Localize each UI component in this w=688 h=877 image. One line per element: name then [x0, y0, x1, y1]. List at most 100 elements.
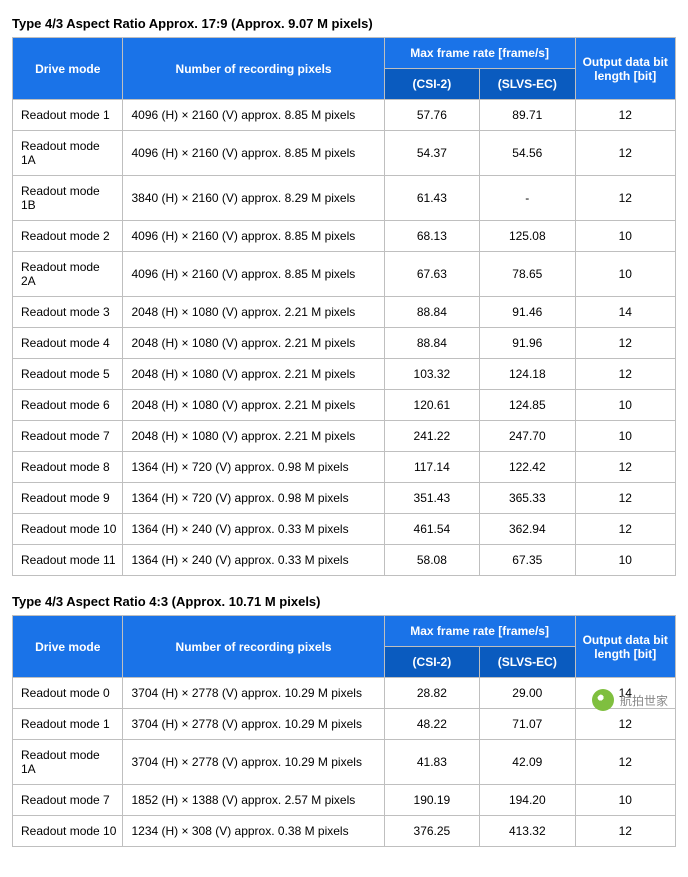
cell-slvs-ec: 91.46 — [480, 297, 575, 328]
cell-bit-length: 12 — [575, 359, 675, 390]
cell-drive-mode: Readout mode 8 — [13, 452, 123, 483]
cell-csi2: 28.82 — [384, 678, 479, 709]
col-drive-mode: Drive mode — [13, 38, 123, 100]
table-body-1: Readout mode 03704 (H) × 2778 (V) approx… — [13, 678, 676, 847]
cell-bit-length: 12 — [575, 740, 675, 785]
cell-slvs-ec: 54.56 — [480, 131, 575, 176]
table-row: Readout mode 1A4096 (H) × 2160 (V) appro… — [13, 131, 676, 176]
cell-recording-pixels: 4096 (H) × 2160 (V) approx. 8.85 M pixel… — [123, 221, 384, 252]
col-csi2: (CSI-2) — [384, 69, 479, 100]
cell-slvs-ec: 124.18 — [480, 359, 575, 390]
cell-csi2: 68.13 — [384, 221, 479, 252]
cell-drive-mode: Readout mode 10 — [13, 514, 123, 545]
table-row: Readout mode 32048 (H) × 1080 (V) approx… — [13, 297, 676, 328]
cell-slvs-ec: 122.42 — [480, 452, 575, 483]
cell-slvs-ec: 362.94 — [480, 514, 575, 545]
table-row: Readout mode 14096 (H) × 2160 (V) approx… — [13, 100, 676, 131]
cell-recording-pixels: 2048 (H) × 1080 (V) approx. 2.21 M pixel… — [123, 359, 384, 390]
cell-drive-mode: Readout mode 1 — [13, 100, 123, 131]
cell-bit-length: 12 — [575, 328, 675, 359]
cell-recording-pixels: 3704 (H) × 2778 (V) approx. 10.29 M pixe… — [123, 678, 384, 709]
cell-recording-pixels: 1364 (H) × 240 (V) approx. 0.33 M pixels — [123, 514, 384, 545]
cell-csi2: 461.54 — [384, 514, 479, 545]
col-output-bit-length: Output data bit length [bit] — [575, 38, 675, 100]
cell-drive-mode: Readout mode 11 — [13, 545, 123, 576]
cell-bit-length: 14 — [575, 678, 675, 709]
cell-drive-mode: Readout mode 2A — [13, 252, 123, 297]
cell-drive-mode: Readout mode 5 — [13, 359, 123, 390]
cell-csi2: 117.14 — [384, 452, 479, 483]
cell-recording-pixels: 4096 (H) × 2160 (V) approx. 8.85 M pixel… — [123, 131, 384, 176]
cell-drive-mode: Readout mode 1B — [13, 176, 123, 221]
cell-csi2: 57.76 — [384, 100, 479, 131]
col-slvs-ec: (SLVS-EC) — [480, 69, 575, 100]
table-row: Readout mode 72048 (H) × 1080 (V) approx… — [13, 421, 676, 452]
table-row: Readout mode 101364 (H) × 240 (V) approx… — [13, 514, 676, 545]
cell-recording-pixels: 4096 (H) × 2160 (V) approx. 8.85 M pixel… — [123, 252, 384, 297]
cell-drive-mode: Readout mode 0 — [13, 678, 123, 709]
cell-slvs-ec: 78.65 — [480, 252, 575, 297]
col-recording-pixels: Number of recording pixels — [123, 38, 384, 100]
cell-bit-length: 10 — [575, 221, 675, 252]
spec-table-0: Drive mode Number of recording pixels Ma… — [12, 37, 676, 576]
table-row: Readout mode 71852 (H) × 1388 (V) approx… — [13, 785, 676, 816]
table-row: Readout mode 111364 (H) × 240 (V) approx… — [13, 545, 676, 576]
table-row: Readout mode 101234 (H) × 308 (V) approx… — [13, 816, 676, 847]
cell-recording-pixels: 1364 (H) × 720 (V) approx. 0.98 M pixels — [123, 452, 384, 483]
cell-slvs-ec: 125.08 — [480, 221, 575, 252]
cell-slvs-ec: 124.85 — [480, 390, 575, 421]
cell-drive-mode: Readout mode 2 — [13, 221, 123, 252]
cell-slvs-ec: 247.70 — [480, 421, 575, 452]
section-title-0: Type 4/3 Aspect Ratio Approx. 17:9 (Appr… — [12, 16, 676, 31]
cell-csi2: 88.84 — [384, 328, 479, 359]
cell-drive-mode: Readout mode 3 — [13, 297, 123, 328]
cell-csi2: 103.32 — [384, 359, 479, 390]
col-max-frame-rate: Max frame rate [frame/s] — [384, 616, 575, 647]
col-csi2: (CSI-2) — [384, 647, 479, 678]
cell-slvs-ec: 89.71 — [480, 100, 575, 131]
cell-bit-length: 12 — [575, 709, 675, 740]
cell-bit-length: 12 — [575, 100, 675, 131]
col-max-frame-rate: Max frame rate [frame/s] — [384, 38, 575, 69]
cell-slvs-ec: 194.20 — [480, 785, 575, 816]
cell-csi2: 351.43 — [384, 483, 479, 514]
cell-recording-pixels: 1364 (H) × 720 (V) approx. 0.98 M pixels — [123, 483, 384, 514]
table-row: Readout mode 62048 (H) × 1080 (V) approx… — [13, 390, 676, 421]
cell-drive-mode: Readout mode 7 — [13, 421, 123, 452]
cell-recording-pixels: 4096 (H) × 2160 (V) approx. 8.85 M pixel… — [123, 100, 384, 131]
cell-bit-length: 10 — [575, 545, 675, 576]
cell-bit-length: 14 — [575, 297, 675, 328]
cell-drive-mode: Readout mode 7 — [13, 785, 123, 816]
table-row: Readout mode 81364 (H) × 720 (V) approx.… — [13, 452, 676, 483]
col-slvs-ec: (SLVS-EC) — [480, 647, 575, 678]
table-row: Readout mode 13704 (H) × 2778 (V) approx… — [13, 709, 676, 740]
cell-slvs-ec: 71.07 — [480, 709, 575, 740]
cell-csi2: 120.61 — [384, 390, 479, 421]
section-title-1: Type 4/3 Aspect Ratio 4:3 (Approx. 10.71… — [12, 594, 676, 609]
cell-recording-pixels: 1852 (H) × 1388 (V) approx. 2.57 M pixel… — [123, 785, 384, 816]
cell-recording-pixels: 1364 (H) × 240 (V) approx. 0.33 M pixels — [123, 545, 384, 576]
cell-csi2: 88.84 — [384, 297, 479, 328]
cell-csi2: 41.83 — [384, 740, 479, 785]
spec-table-1: Drive mode Number of recording pixels Ma… — [12, 615, 676, 847]
cell-bit-length: 10 — [575, 785, 675, 816]
cell-drive-mode: Readout mode 10 — [13, 816, 123, 847]
cell-bit-length: 12 — [575, 816, 675, 847]
cell-bit-length: 12 — [575, 514, 675, 545]
table-row: Readout mode 24096 (H) × 2160 (V) approx… — [13, 221, 676, 252]
cell-recording-pixels: 1234 (H) × 308 (V) approx. 0.38 M pixels — [123, 816, 384, 847]
table-row: Readout mode 1A3704 (H) × 2778 (V) appro… — [13, 740, 676, 785]
cell-slvs-ec: 67.35 — [480, 545, 575, 576]
cell-bit-length: 12 — [575, 176, 675, 221]
cell-recording-pixels: 2048 (H) × 1080 (V) approx. 2.21 M pixel… — [123, 421, 384, 452]
cell-csi2: 48.22 — [384, 709, 479, 740]
cell-drive-mode: Readout mode 1 — [13, 709, 123, 740]
cell-drive-mode: Readout mode 4 — [13, 328, 123, 359]
cell-drive-mode: Readout mode 1A — [13, 740, 123, 785]
cell-csi2: 241.22 — [384, 421, 479, 452]
cell-slvs-ec: 29.00 — [480, 678, 575, 709]
cell-slvs-ec: 413.32 — [480, 816, 575, 847]
table-row: Readout mode 2A4096 (H) × 2160 (V) appro… — [13, 252, 676, 297]
table-row: Readout mode 03704 (H) × 2778 (V) approx… — [13, 678, 676, 709]
cell-slvs-ec: 91.96 — [480, 328, 575, 359]
